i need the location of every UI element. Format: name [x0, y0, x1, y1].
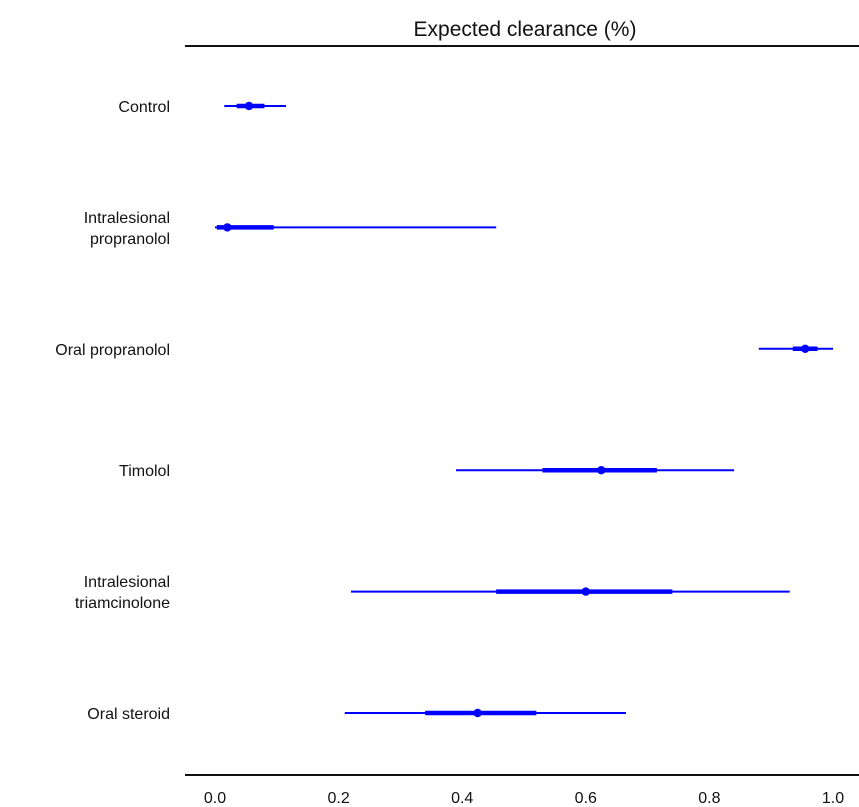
x-tick-label: 0.0 [204, 790, 226, 807]
x-axis-ticks: 0.0 0.2 0.4 0.6 0.8 1.0 [204, 790, 844, 807]
x-tick-label: 0.2 [327, 790, 349, 807]
forest-rows: Control Intralesional propranolol Oral prop… [55, 99, 833, 723]
forest-row: Intralesional triamcinolone [75, 574, 790, 612]
category-label: Intralesional [84, 210, 170, 227]
point-estimate [223, 223, 232, 232]
chart-title: Expected clearance (%) [414, 18, 637, 41]
category-label: propranolol [90, 231, 170, 248]
x-tick-label: 1.0 [822, 790, 844, 807]
category-label: Oral propranolol [55, 342, 170, 359]
forest-row: Control [118, 99, 287, 116]
forest-row: Oral propranolol [55, 342, 833, 359]
category-label: Intralesional [84, 574, 170, 591]
x-tick-label: 0.8 [698, 790, 720, 807]
forest-row: Intralesional propranolol [84, 210, 497, 248]
point-estimate [244, 101, 254, 111]
x-tick-label: 0.6 [575, 790, 597, 807]
point-estimate [473, 708, 482, 718]
category-label: triamcinolone [75, 595, 170, 612]
category-label: Control [118, 99, 170, 116]
point-estimate [597, 466, 606, 475]
category-label: Oral steroid [87, 706, 170, 723]
forest-row: Timolol [119, 463, 735, 480]
point-estimate [581, 587, 590, 596]
point-estimate [800, 344, 810, 353]
x-tick-label: 0.4 [451, 790, 473, 807]
forest-row: Oral steroid [87, 706, 626, 723]
category-label: Timolol [119, 463, 170, 480]
